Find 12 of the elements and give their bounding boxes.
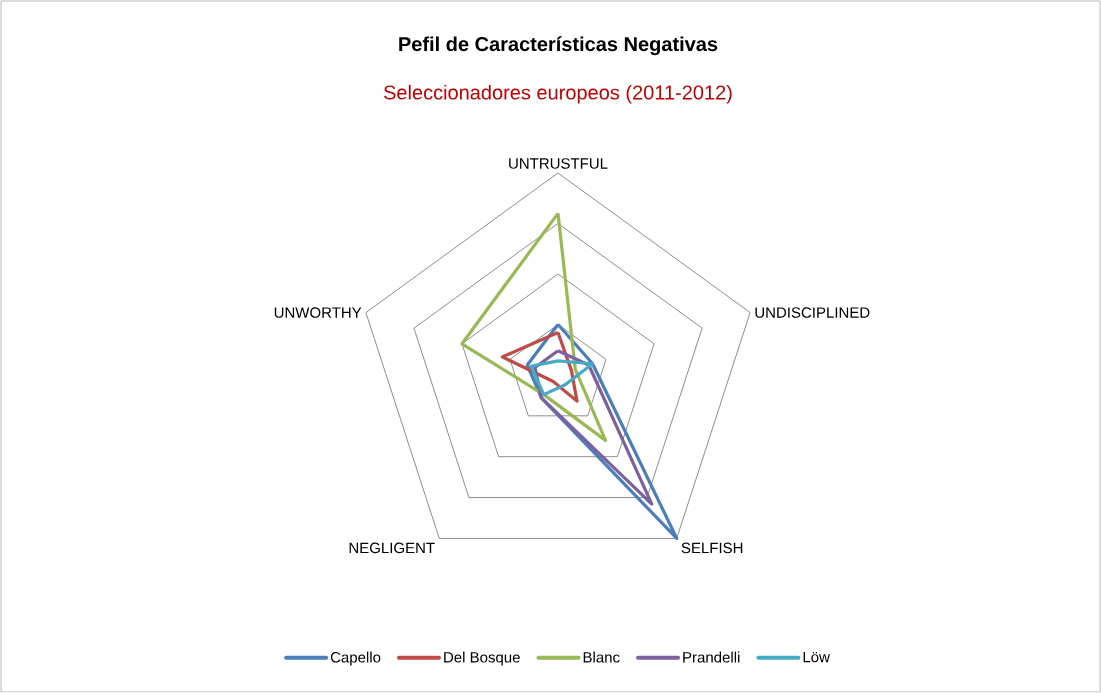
- legend-label: Prandelli: [683, 651, 740, 663]
- spoke-label: UNTRUSTFUL: [509, 158, 608, 169]
- legend-label: Löw: [803, 651, 830, 663]
- chart-title: Pefil de Características Negativas: [399, 36, 718, 56]
- spoke-label: NEGLIGENT: [349, 542, 435, 554]
- legend-label: Capello: [330, 651, 381, 666]
- spoke-label: UNWORTHY: [274, 307, 362, 318]
- legend-label: Blanc: [583, 651, 620, 663]
- legend-label: Del Bosque: [444, 651, 520, 666]
- spoke-label: SELFISH: [681, 542, 743, 554]
- spoke-label: UNDISCIPLINED: [755, 307, 870, 318]
- chart-subtitle: Seleccionadores europeos (2011-2012): [383, 84, 732, 104]
